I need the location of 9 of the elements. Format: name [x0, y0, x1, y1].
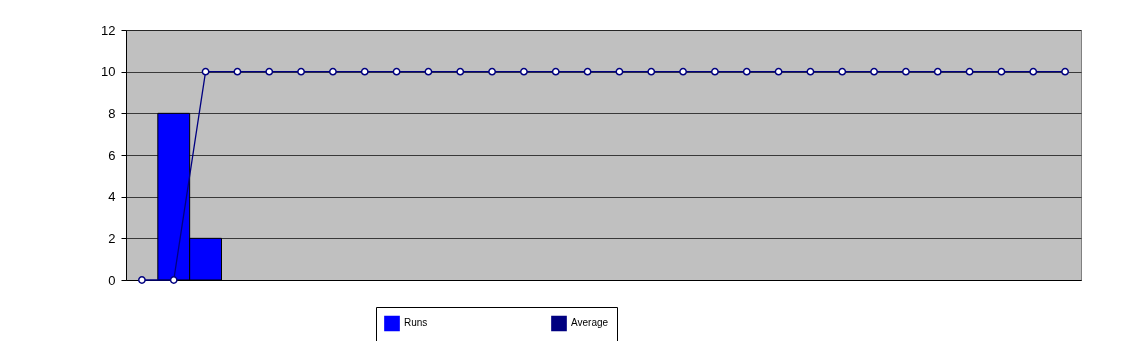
- y-tick-label: 10: [101, 64, 116, 80]
- y-tick-label: 4: [108, 189, 116, 205]
- y-tick-label: 2: [108, 230, 116, 246]
- legend-label: Runs: [404, 317, 428, 329]
- y-tick-label: 6: [108, 147, 116, 163]
- legend-label: Average: [571, 317, 609, 329]
- y-tick-label: 8: [108, 105, 116, 121]
- y-tick-label: 12: [101, 22, 116, 38]
- y-tick-label: 0: [108, 272, 116, 288]
